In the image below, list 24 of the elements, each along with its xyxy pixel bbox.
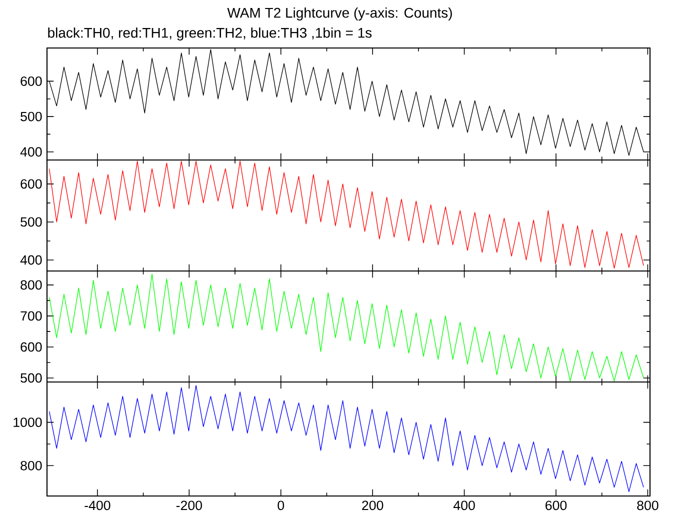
x-tick-label: 200 bbox=[362, 500, 384, 510]
y-tick-label: 600 bbox=[20, 179, 42, 189]
y-tick-label: 500 bbox=[20, 373, 42, 383]
chart-title: WAM T2 Lightcurve (y-axis: Counts) bbox=[227, 7, 452, 21]
x-tick-label: 0 bbox=[278, 500, 284, 510]
line-series bbox=[48, 160, 644, 269]
x-tick-label: 600 bbox=[546, 500, 567, 510]
chart-subtitle: black:TH0, red:TH1, green:TH2, blue:TH3 ,1bin = 1s bbox=[48, 27, 372, 41]
line-series bbox=[48, 385, 644, 492]
y-tick-label: 1000 bbox=[14, 418, 42, 428]
x-tick-label: -400 bbox=[84, 500, 110, 510]
y-tick-label: 400 bbox=[20, 255, 42, 265]
x-tick-label: 400 bbox=[453, 500, 475, 510]
y-tick-label: 600 bbox=[20, 76, 42, 86]
line-series bbox=[48, 274, 644, 382]
y-tick-label: 800 bbox=[20, 460, 42, 470]
y-tick-label: 500 bbox=[20, 217, 42, 227]
y-tick-label: 600 bbox=[20, 342, 42, 352]
y-tick-label: 800 bbox=[20, 280, 42, 290]
y-tick-label: 700 bbox=[20, 311, 42, 321]
x-tick-label: 800 bbox=[637, 500, 658, 510]
y-tick-label: 400 bbox=[20, 147, 42, 157]
x-tick-label: -200 bbox=[176, 500, 202, 510]
y-tick-label: 500 bbox=[20, 112, 42, 122]
